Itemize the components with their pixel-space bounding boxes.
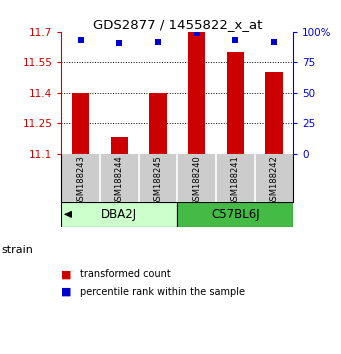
Text: transformed count: transformed count [80, 269, 171, 279]
Bar [265, 73, 283, 154]
Title: GDS2877 / 1455822_x_at: GDS2877 / 1455822_x_at [93, 18, 262, 31]
Text: GSM188244: GSM188244 [115, 155, 124, 206]
Text: ■: ■ [61, 287, 72, 297]
Text: GSM188240: GSM188240 [192, 155, 201, 206]
Bar [188, 32, 205, 154]
Bar [177, 202, 293, 227]
Text: strain: strain [2, 245, 33, 255]
Text: ■: ■ [61, 269, 72, 279]
Text: GSM188242: GSM188242 [269, 155, 279, 206]
Text: percentile rank within the sample: percentile rank within the sample [80, 287, 245, 297]
Text: C57BL6J: C57BL6J [211, 208, 260, 221]
Text: GSM188245: GSM188245 [153, 155, 163, 206]
Bar [110, 137, 128, 154]
Bar [72, 93, 89, 154]
Text: GSM188243: GSM188243 [76, 155, 85, 206]
Text: DBA2J: DBA2J [101, 208, 137, 221]
Text: GSM188241: GSM188241 [231, 155, 240, 206]
Bar [226, 52, 244, 154]
Bar [61, 202, 177, 227]
Bar [149, 93, 167, 154]
